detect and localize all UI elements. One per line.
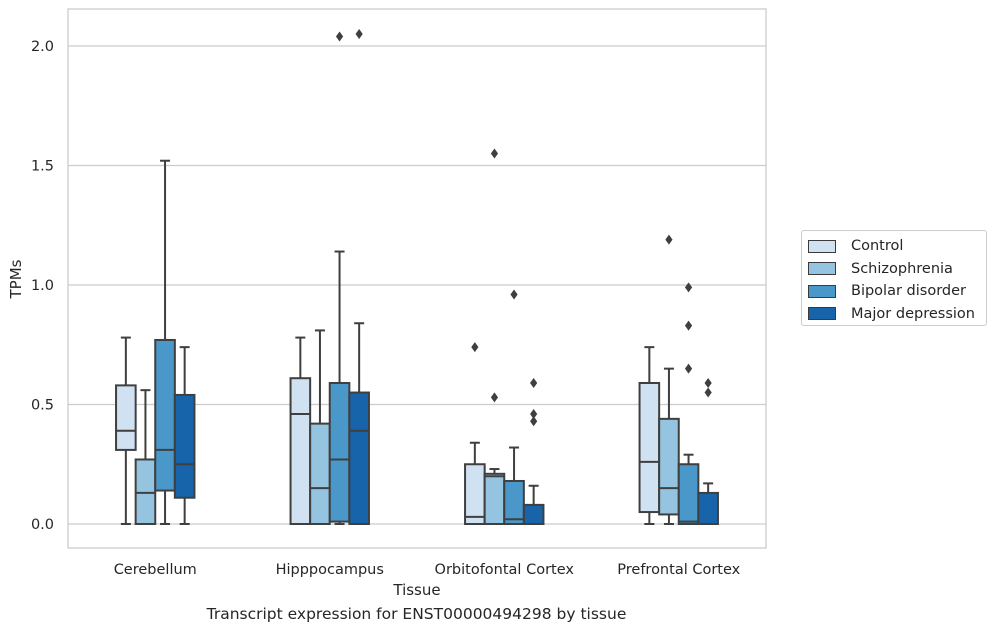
legend-swatch (808, 284, 836, 298)
iqr-box (522, 503, 545, 526)
box-group (464, 342, 486, 525)
legend-label: Bipolar disorder (851, 283, 966, 300)
legend-swatch (808, 239, 836, 253)
box-group (697, 377, 719, 525)
box-group (289, 336, 312, 525)
chart-caption: Transcript expression for ENST0000049429… (206, 605, 627, 623)
iqr-box (677, 463, 700, 525)
box-group (522, 377, 545, 526)
x-tick-label: Orbitofontal Cortex (435, 562, 575, 578)
y-axis-ticks: 0.0 0.5 1.0 1.5 2.0 (31, 39, 54, 533)
y-tick-label: 1.0 (31, 278, 54, 294)
iqr-box (289, 377, 312, 525)
iqr-box (115, 384, 137, 451)
iqr-box (348, 391, 370, 525)
iqr-box (173, 393, 196, 499)
y-tick-label: 0.5 (31, 398, 54, 414)
legend-label: Schizophrenia (851, 260, 953, 277)
legend-item: Schizophrenia (808, 258, 986, 281)
iqr-box (697, 491, 719, 525)
iqr-box (154, 338, 176, 492)
legend-label: Control (851, 238, 904, 255)
box-group (115, 336, 137, 525)
outlier-point (684, 363, 693, 374)
box-group (154, 159, 176, 525)
outlier-point (530, 409, 538, 420)
outlier-point (471, 342, 479, 353)
y-tick-label: 2.0 (31, 39, 54, 55)
outlier-point (665, 234, 673, 245)
outlier-point (490, 148, 499, 159)
outlier-point (530, 377, 538, 388)
outlier-point (530, 416, 538, 427)
box-group (658, 234, 680, 525)
legend-item: Bipolar disorder (808, 280, 986, 303)
box-plot-boxes (115, 29, 719, 526)
x-axis-label: Tissue (392, 581, 440, 599)
y-axis-label: TPMs (7, 259, 25, 299)
x-tick-label: Prefrontal Cortex (617, 562, 740, 578)
plot-area-border (67, 8, 767, 549)
iqr-box (134, 458, 157, 525)
box-group (677, 282, 700, 525)
box-group (348, 29, 370, 525)
y-tick-label: 0.0 (31, 517, 54, 533)
iqr-box (309, 422, 331, 525)
iqr-box (638, 381, 661, 514)
box-group (503, 289, 525, 526)
iqr-box (483, 472, 506, 525)
x-tick-label: Cerebellum (114, 562, 197, 578)
outlier-point (684, 282, 693, 293)
legend: Control Schizophrenia Bipolar disorder Majo… (801, 230, 987, 326)
iqr-box (464, 463, 486, 525)
box-group (483, 148, 506, 525)
legend-item: Control (808, 235, 986, 258)
x-tick-label: Hipppocampus (276, 562, 384, 578)
y-tick-label: 1.5 (31, 159, 54, 175)
iqr-box (658, 417, 680, 516)
iqr-box (328, 381, 351, 523)
outlier-point (355, 29, 363, 40)
outlier-point (704, 377, 712, 388)
iqr-box (503, 479, 525, 526)
box-group (638, 346, 661, 525)
legend-item: Major depression (808, 303, 986, 326)
outlier-point (510, 289, 518, 300)
outlier-point (335, 31, 344, 42)
box-group (328, 31, 351, 525)
box-group (309, 329, 331, 525)
box-group (134, 389, 157, 525)
outlier-point (490, 392, 499, 403)
legend-swatch (808, 307, 836, 321)
x-axis-ticks: Cerebellum Hipppocampus Orbitofontal Corte… (114, 562, 741, 578)
legend-swatch (808, 262, 836, 276)
box-group (173, 346, 196, 525)
outlier-point (704, 387, 712, 398)
legend-label: Major depression (851, 305, 975, 322)
outlier-point (684, 320, 693, 331)
